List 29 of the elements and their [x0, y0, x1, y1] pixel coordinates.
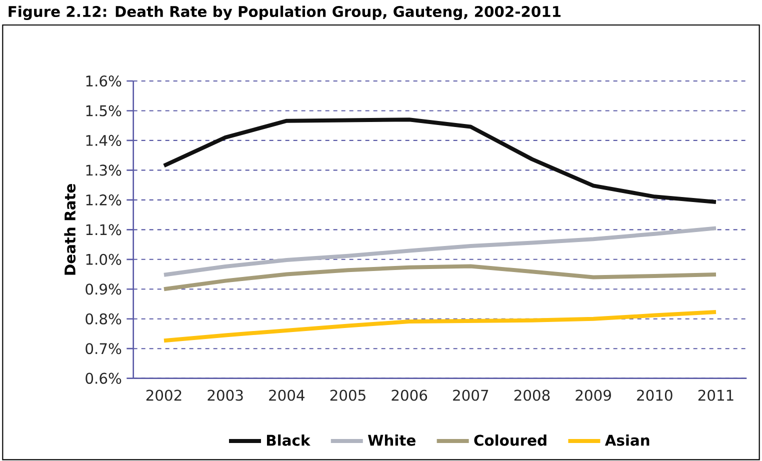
- y-axis-title: Death Rate: [64, 184, 76, 275]
- y-tick-label: 1.5%: [86, 105, 122, 116]
- x-tick-label: 2006: [392, 390, 428, 401]
- x-tick-label: 2011: [698, 390, 734, 401]
- y-tick-label: 1.2%: [86, 194, 122, 206]
- x-tick-label: 2004: [269, 390, 305, 401]
- legend-label: Black: [267, 434, 311, 446]
- y-tick-label: 1.1%: [86, 224, 122, 236]
- y-tick-label: 1.4%: [86, 134, 122, 146]
- y-tick-label: 1.6%: [86, 75, 122, 87]
- legend-label: White: [368, 434, 416, 446]
- legend-label: Coloured: [474, 434, 546, 446]
- x-tick-label: 2003: [208, 390, 243, 401]
- y-tick-label: 1.3%: [86, 164, 122, 176]
- chart-title: Figure 2.12: Death Rate by Population Group, Gauteng, 2002-2011: [8, 6, 561, 20]
- x-tick-label: 2005: [330, 390, 366, 401]
- x-tick-label: 2007: [453, 390, 488, 401]
- y-tick-label: 0.9%: [86, 284, 122, 295]
- line-series: [162, 226, 718, 277]
- y-tick-label: 0.6%: [86, 372, 122, 384]
- x-tick-label: 2002: [146, 390, 182, 401]
- x-tick-label: 2009: [576, 390, 611, 401]
- y-tick-label: 0.7%: [86, 343, 122, 354]
- x-tick-label: 2010: [637, 390, 672, 401]
- y-tick-label: 1.0%: [86, 254, 122, 265]
- x-tick-label: 2008: [514, 390, 550, 401]
- y-tick-label: 0.8%: [86, 313, 122, 324]
- legend-label: Asian: [604, 434, 650, 446]
- line-series: [162, 264, 718, 292]
